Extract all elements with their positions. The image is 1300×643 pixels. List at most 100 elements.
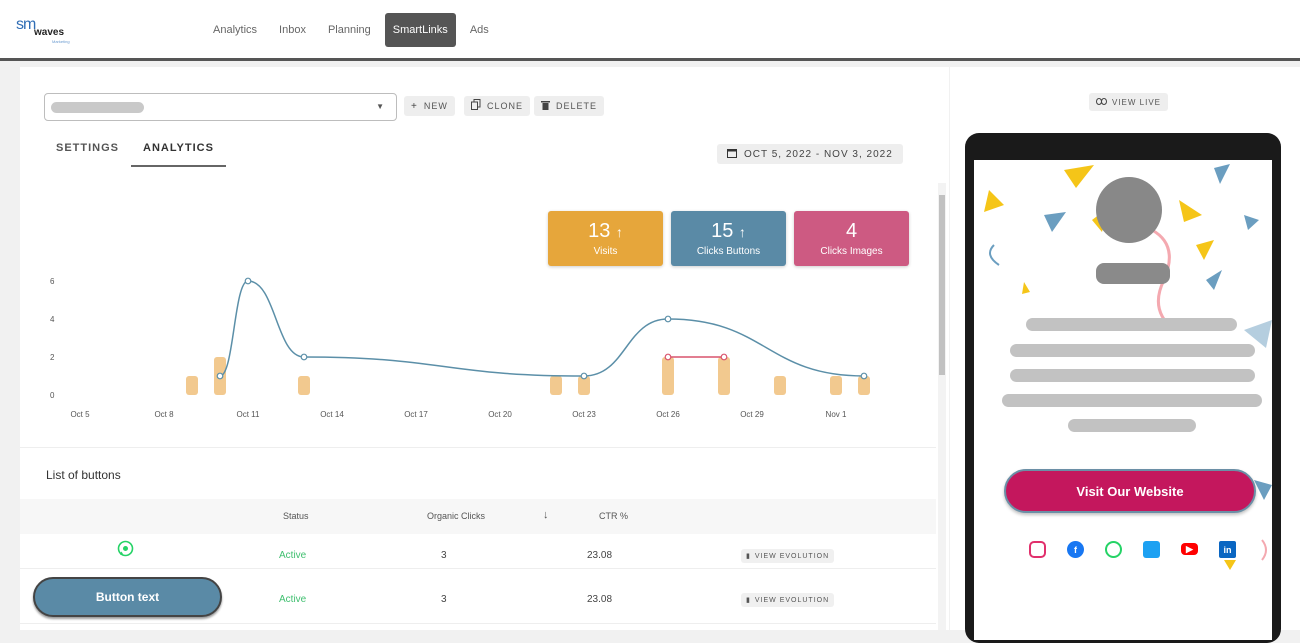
nav-tab-smartlinks[interactable]: SmartLinks [384, 13, 456, 47]
y-tick-label: 4 [50, 315, 55, 324]
x-tick-label: Oct 20 [488, 410, 512, 419]
twitter-icon[interactable] [1143, 541, 1160, 558]
main-scrollbar[interactable] [938, 183, 946, 630]
bio-line-placeholder [1010, 369, 1255, 382]
whatsapp-icon[interactable] [1105, 541, 1122, 558]
chart-point [664, 353, 672, 361]
chart-series-line [219, 280, 865, 377]
kpi-clicks-images-label: Clicks Images [820, 246, 883, 257]
bio-line-placeholder [1010, 344, 1255, 357]
smwaves-logo[interactable]: sm waves Marketing [14, 14, 74, 46]
view-evolution-button[interactable]: ▮ VIEW EVOLUTION [741, 549, 835, 563]
instagram-icon[interactable] [1029, 541, 1046, 558]
view-evolution-label: VIEW EVOLUTION [754, 552, 830, 560]
logo-tagline: Marketing [52, 39, 70, 44]
tab-analytics[interactable]: ANALYTICS [131, 137, 226, 167]
chart-point [244, 277, 252, 285]
x-tick-label: Oct 26 [656, 410, 680, 419]
chart-point [860, 372, 868, 380]
nav-tab-analytics[interactable]: Analytics [213, 24, 258, 36]
selected-value-placeholder [51, 102, 144, 113]
chart-bar [186, 376, 198, 395]
y-tick-label: 0 [50, 391, 55, 400]
view-live-button[interactable]: VIEW LIVE [1089, 93, 1169, 111]
avatar [1096, 177, 1162, 243]
social-icons: f ▶ in [1029, 541, 1236, 558]
date-range-picker[interactable]: OCT 5, 2022 - NOV 3, 2022 [717, 144, 903, 164]
logo-text-sm: sm [16, 16, 36, 33]
preview-panel: VIEW LIVE [950, 67, 1300, 643]
new-button[interactable]: + NEW [404, 96, 455, 116]
bio-line-placeholder [1002, 394, 1262, 407]
scrollbar-thumb[interactable] [939, 195, 945, 375]
tab-settings[interactable]: SETTINGS [56, 142, 120, 154]
chart-point [664, 315, 672, 323]
x-tick-label: Nov 1 [826, 410, 847, 419]
chart-point [580, 372, 588, 380]
x-tick-label: Oct 23 [572, 410, 596, 419]
kpi-clicks-buttons-card: 15 ↑ Clicks Buttons [671, 211, 786, 266]
calendar-icon [727, 148, 737, 161]
nav-tab-inbox[interactable]: Inbox [279, 24, 306, 36]
youtube-icon[interactable]: ▶ [1181, 543, 1198, 555]
chart-bar [718, 357, 730, 395]
chart-point [300, 353, 308, 361]
clone-button-label: CLONE [487, 101, 524, 111]
chart-point [720, 353, 728, 361]
table-row: Active 3 23.08 ▮ VIEW EVOLUTION [20, 569, 936, 624]
logo-text-waves: waves [34, 27, 65, 38]
bio-line-placeholder [1026, 318, 1237, 331]
delete-button[interactable]: DELETE [534, 96, 605, 116]
nav-tab-planning[interactable]: Planning [327, 24, 371, 36]
link-icon [1096, 97, 1107, 107]
linkedin-icon[interactable]: in [1219, 541, 1236, 558]
x-tick-label: Oct 11 [237, 410, 261, 419]
header-ctr: CTR % [599, 511, 628, 521]
delete-button-label: DELETE [556, 101, 598, 111]
bar-chart-icon: ▮ [746, 597, 751, 604]
chart-bar [830, 376, 842, 395]
row-status: Active [279, 594, 307, 605]
kpi-clicks-images-value: 4 [845, 220, 858, 242]
buttons-table-header: Status Organic Clicks ↓ CTR % [20, 499, 936, 534]
kpi-visits-value: 13 [588, 220, 611, 242]
phone-preview-frame: Visit Our Website f ▶ in [965, 133, 1281, 643]
smartlink-select[interactable]: ▼ [44, 93, 397, 121]
y-tick-label: 6 [50, 277, 55, 286]
main-panel: ▼ + NEW CLONE DELETE SETTINGS ANALYTICS … [20, 67, 949, 630]
top-navigation-bar: sm waves Marketing Analytics Inbox Plann… [0, 0, 1300, 61]
visit-website-button[interactable]: Visit Our Website [1004, 469, 1256, 513]
facebook-icon[interactable]: f [1067, 541, 1084, 558]
view-evolution-label: VIEW EVOLUTION [754, 596, 830, 604]
kpi-visits-label: Visits [593, 246, 618, 257]
chart-bar [550, 376, 562, 395]
x-tick-label: Oct 14 [320, 410, 344, 419]
x-tick-label: Oct 8 [154, 410, 174, 419]
bio-line-placeholder [1068, 419, 1196, 432]
header-status: Status [283, 511, 309, 521]
row-ctr: 23.08 [587, 594, 613, 605]
x-tick-label: Oct 17 [404, 410, 428, 419]
row-organic-clicks: 3 [441, 550, 447, 561]
list-title: List of buttons [46, 468, 121, 482]
analytics-chart: 0 2 4 6 Oct 5 Oct 8 Oct 11 Oct 14 Oct 17 Oct 20 Oc… [50, 277, 870, 419]
kpi-clicks-images-card: 4 Clicks Images [794, 211, 909, 266]
row-ctr: 23.08 [587, 550, 613, 561]
view-evolution-button[interactable]: ▮ VIEW EVOLUTION [741, 593, 835, 607]
button-text-preview[interactable]: Button text [33, 577, 222, 617]
nav-tab-ads[interactable]: Ads [469, 24, 489, 36]
chart-bar [578, 376, 590, 395]
copy-icon [471, 99, 481, 113]
kpi-clicks-buttons-value: 15 [711, 220, 734, 242]
arrow-up-icon: ↑ [738, 224, 746, 240]
chart-bar [858, 376, 870, 395]
table-row: Active 3 23.08 ▮ VIEW EVOLUTION [20, 534, 936, 569]
clone-button[interactable]: CLONE [464, 96, 531, 116]
chart-bar [298, 376, 310, 395]
header-organic-clicks[interactable]: Organic Clicks [427, 511, 486, 521]
sort-arrow-down-icon[interactable]: ↓ [543, 509, 549, 521]
kpi-clicks-buttons-label: Clicks Buttons [696, 246, 761, 257]
new-button-label: NEW [423, 101, 448, 111]
x-tick-label: Oct 5 [70, 410, 90, 419]
date-range-text: OCT 5, 2022 - NOV 3, 2022 [744, 148, 893, 160]
